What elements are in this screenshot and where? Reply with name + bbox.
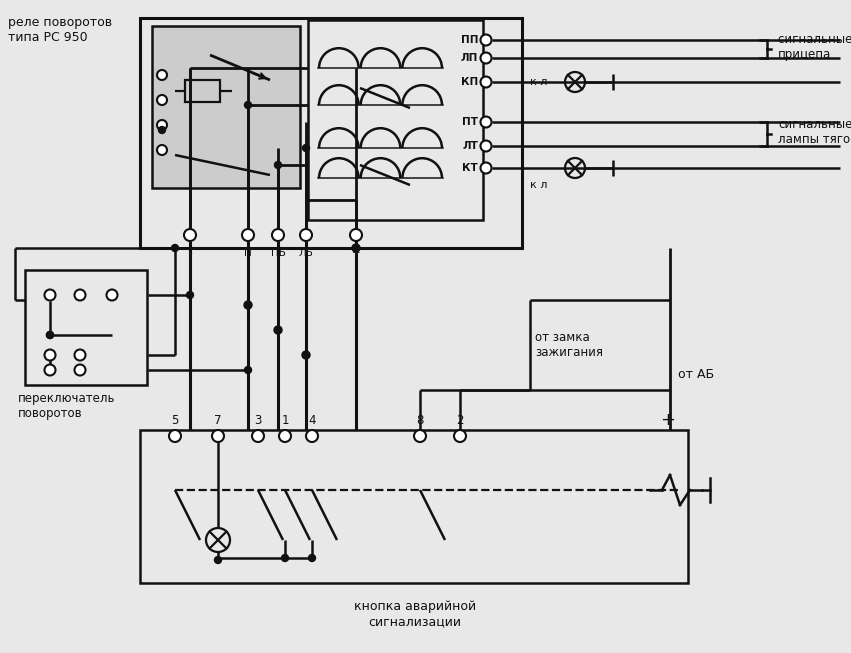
Circle shape: [481, 116, 492, 127]
Circle shape: [184, 229, 196, 241]
Bar: [25, 270, 147, 385]
Text: КТ: КТ: [462, 163, 478, 173]
Bar: [140, 18, 522, 248]
Circle shape: [350, 229, 362, 241]
Circle shape: [481, 52, 492, 63]
Circle shape: [309, 554, 316, 562]
Text: 3: 3: [254, 414, 262, 427]
Circle shape: [172, 244, 179, 251]
Text: реле поворотов
типа РС 950: реле поворотов типа РС 950: [8, 16, 112, 44]
Circle shape: [252, 430, 264, 442]
Circle shape: [244, 366, 252, 374]
Text: ПТ: ПТ: [462, 117, 478, 127]
Circle shape: [157, 145, 167, 155]
Circle shape: [157, 120, 167, 130]
Text: -: -: [188, 248, 191, 258]
Text: 4: 4: [308, 414, 316, 427]
Text: +: +: [351, 248, 360, 258]
Circle shape: [169, 430, 181, 442]
Text: ЛП: ЛП: [460, 53, 478, 63]
Text: от АБ: от АБ: [678, 368, 714, 381]
Text: к л: к л: [529, 180, 547, 190]
Text: ЛБ: ЛБ: [299, 248, 313, 258]
Circle shape: [352, 244, 360, 252]
Text: сигнальные лампы
прицепа: сигнальные лампы прицепа: [778, 33, 851, 61]
Circle shape: [481, 35, 492, 46]
Bar: [308, 20, 483, 220]
Text: 8: 8: [416, 414, 424, 427]
Circle shape: [157, 95, 167, 105]
Text: КП: КП: [460, 77, 478, 87]
Bar: [185, 80, 220, 102]
Circle shape: [279, 430, 291, 442]
Circle shape: [414, 430, 426, 442]
Circle shape: [481, 76, 492, 88]
Bar: [140, 430, 688, 583]
Circle shape: [75, 349, 85, 360]
Circle shape: [275, 161, 282, 168]
Text: +: +: [660, 411, 676, 429]
Bar: [152, 26, 300, 188]
Circle shape: [186, 291, 193, 298]
Circle shape: [214, 556, 221, 564]
Text: от замка
зажигания: от замка зажигания: [535, 331, 603, 359]
Circle shape: [212, 430, 224, 442]
Circle shape: [306, 430, 318, 442]
Text: сигнальные
лампы тягоча: сигнальные лампы тягоча: [778, 118, 851, 146]
Text: к л: к л: [529, 77, 547, 87]
Circle shape: [75, 289, 85, 300]
Text: ПП: ПП: [460, 35, 478, 45]
Circle shape: [272, 229, 284, 241]
Circle shape: [75, 364, 85, 375]
Circle shape: [481, 163, 492, 174]
Text: П: П: [244, 248, 252, 258]
Circle shape: [44, 349, 55, 360]
Text: ПБ: ПБ: [271, 248, 285, 258]
Circle shape: [302, 351, 310, 359]
Circle shape: [44, 364, 55, 375]
Circle shape: [302, 144, 310, 151]
Text: кнопка аварийной
сигнализации: кнопка аварийной сигнализации: [354, 600, 476, 628]
Text: 2: 2: [456, 414, 464, 427]
Circle shape: [274, 326, 282, 334]
Circle shape: [300, 229, 312, 241]
Text: 5: 5: [171, 414, 179, 427]
Circle shape: [481, 140, 492, 151]
Circle shape: [158, 127, 165, 133]
Text: ЛТ: ЛТ: [462, 141, 478, 151]
Circle shape: [157, 70, 167, 80]
Circle shape: [242, 229, 254, 241]
Circle shape: [244, 301, 252, 309]
Circle shape: [454, 430, 466, 442]
Circle shape: [47, 332, 54, 338]
Circle shape: [282, 554, 288, 562]
Text: 1: 1: [281, 414, 288, 427]
Circle shape: [44, 289, 55, 300]
Circle shape: [47, 332, 54, 338]
Circle shape: [106, 289, 117, 300]
Text: переключатель
поворотов: переключатель поворотов: [18, 392, 116, 420]
Text: 7: 7: [214, 414, 222, 427]
Circle shape: [244, 101, 252, 108]
